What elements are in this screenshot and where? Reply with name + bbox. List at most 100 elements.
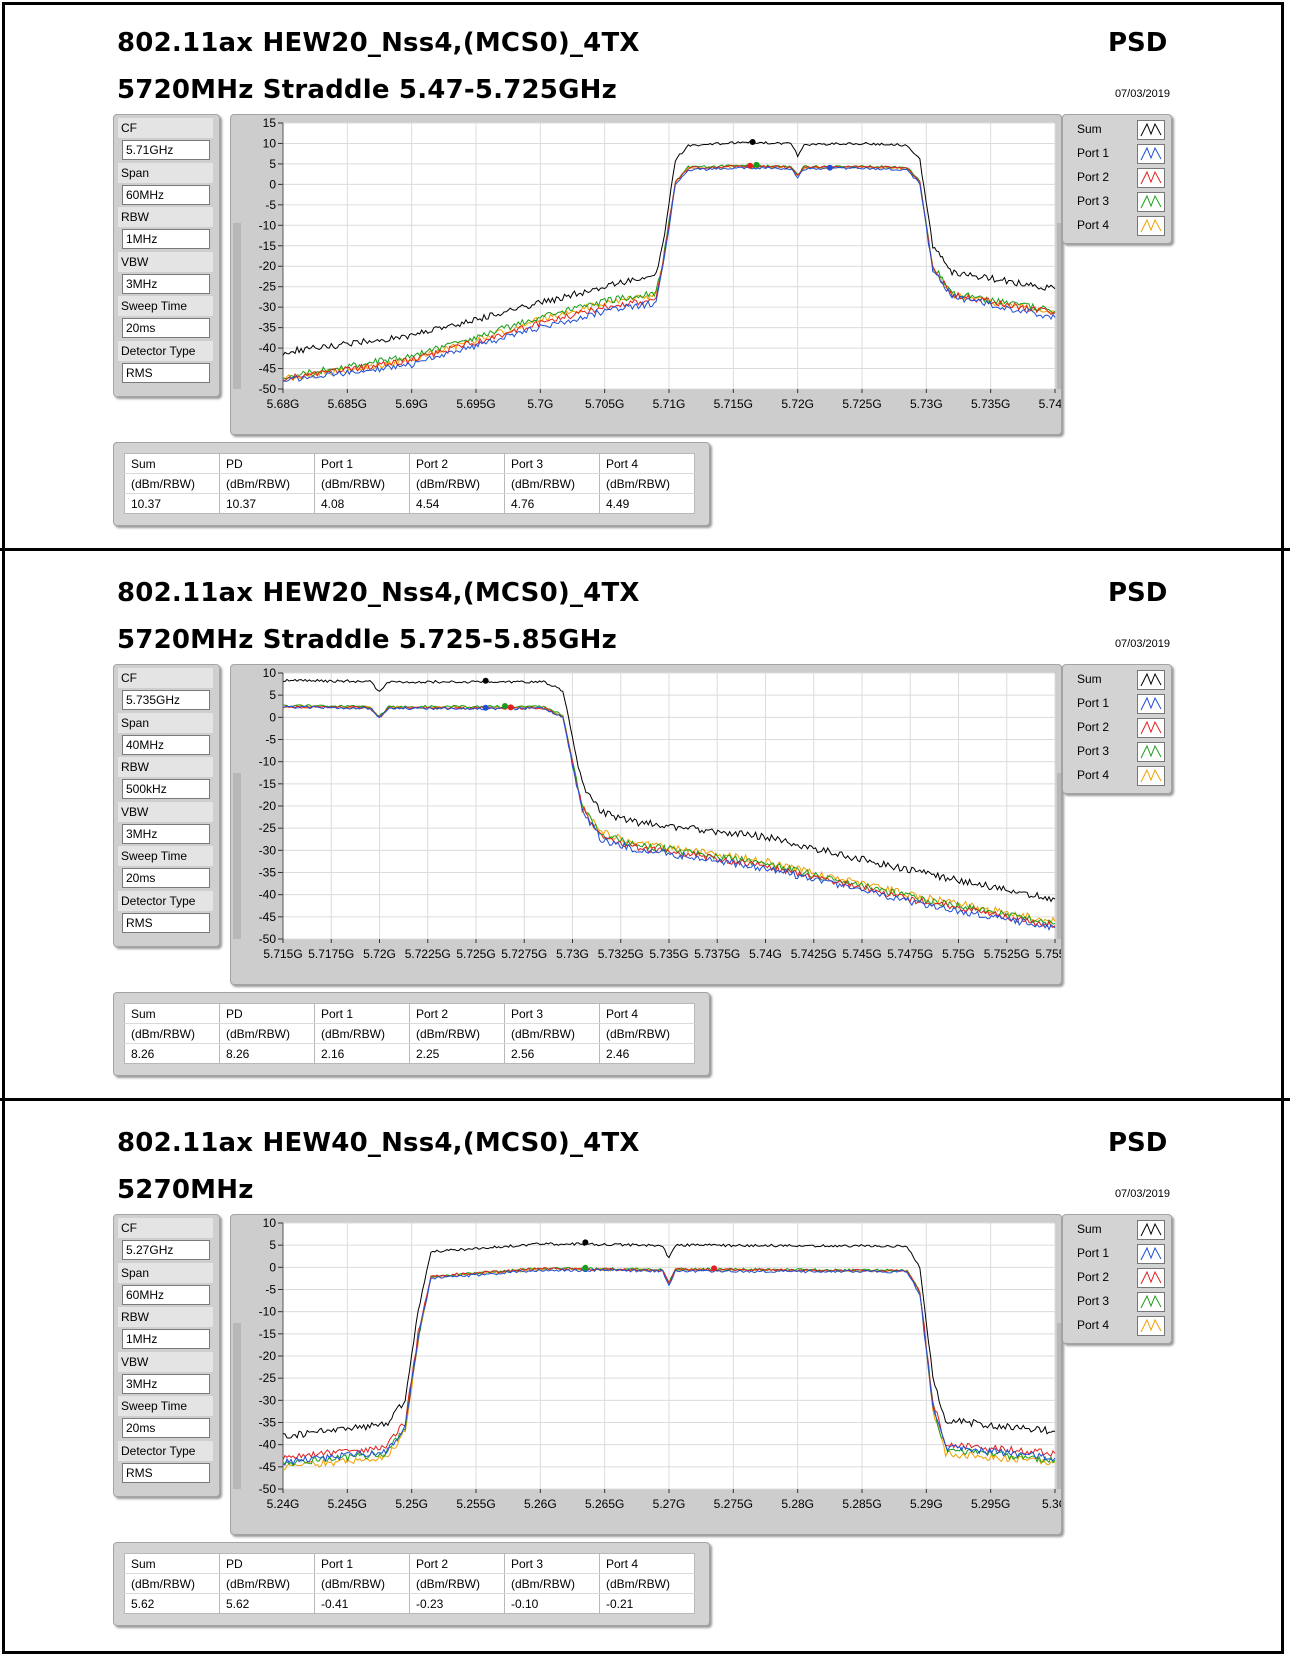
y-tick-label: -25 <box>259 280 277 294</box>
peak-marker <box>711 1265 718 1272</box>
setting-value-field[interactable]: 5.71GHz <box>122 140 210 160</box>
legend-label: Port 3 <box>1077 194 1110 208</box>
legend-label: Port 1 <box>1077 146 1110 160</box>
legend-item[interactable]: Port 2 <box>1071 717 1169 739</box>
channel-title: 5720MHz Straddle 5.47-5.725GHz <box>117 75 617 105</box>
peak-marker <box>826 164 833 171</box>
y-tick-label: -25 <box>259 1371 277 1385</box>
setting-value-field[interactable]: 20ms <box>122 318 210 338</box>
setting-value-field[interactable]: RMS <box>122 912 210 933</box>
table-cell-units: (dBm/RBW) <box>219 1573 315 1594</box>
table-cell-units: (dBm/RBW) <box>599 473 695 494</box>
x-tick-label: 5.695G <box>456 397 495 411</box>
setting-value-field[interactable]: 1MHz <box>122 229 210 249</box>
x-tick-label: 5.7475G <box>887 947 933 961</box>
table-cell-headers: Sum <box>124 1553 220 1574</box>
y-tick-label: -35 <box>259 321 277 335</box>
setting-value-field[interactable]: RMS <box>122 1462 210 1483</box>
legend-swatch-icon <box>1137 742 1165 762</box>
y-tick-label: 5 <box>269 1238 276 1252</box>
plot-scroll-strip <box>1057 1323 1061 1489</box>
table-row: Sum PD Port 1 Port 2 Port 3 Port 4 <box>124 1003 695 1024</box>
table-cell-values: 2.25 <box>409 1043 505 1064</box>
setting-label: Span <box>118 1262 213 1283</box>
y-tick-label: -50 <box>259 932 277 946</box>
peak-marker <box>747 162 754 169</box>
legend-item[interactable]: Sum <box>1071 1219 1169 1241</box>
y-tick-label: -40 <box>259 1438 277 1452</box>
legend-label: Port 1 <box>1077 1246 1110 1260</box>
setting-value-field[interactable]: 5.735GHz <box>122 690 210 710</box>
legend-item[interactable]: Port 1 <box>1071 693 1169 715</box>
legend-item[interactable]: Port 1 <box>1071 143 1169 165</box>
legend-swatch-icon <box>1137 1220 1165 1240</box>
y-tick-label: -10 <box>259 1305 277 1319</box>
y-tick-label: -5 <box>265 198 276 212</box>
table-cell-values: -0.10 <box>504 1593 600 1614</box>
setting-label: Span <box>118 162 213 183</box>
legend-item[interactable]: Port 3 <box>1071 1291 1169 1313</box>
setting-label: Sweep Time <box>118 846 213 866</box>
setting-value-field[interactable]: 40MHz <box>122 734 210 755</box>
legend-item[interactable]: Port 1 <box>1071 1243 1169 1265</box>
legend-item[interactable]: Port 3 <box>1071 741 1169 763</box>
table-row: 8.26 8.26 2.16 2.25 2.56 2.46 <box>124 1043 695 1064</box>
setting-value-field[interactable]: 3MHz <box>122 823 210 844</box>
setting-value-field[interactable]: 3MHz <box>122 1373 210 1394</box>
x-tick-label: 5.72G <box>781 397 814 411</box>
table-row: Sum PD Port 1 Port 2 Port 3 Port 4 <box>124 1553 695 1574</box>
legend-swatch-icon <box>1137 192 1165 212</box>
setting-value-field[interactable]: 60MHz <box>122 184 210 205</box>
table-cell-values: 4.49 <box>599 493 695 514</box>
legend-swatch-icon <box>1137 120 1165 140</box>
analyzer-settings-panel: CF 5.71GHz Span 60MHz RBW 1MHz VBW 3MHz Sweep Ti… <box>113 114 220 397</box>
setting-value-field[interactable]: 500kHz <box>122 779 210 799</box>
test-date: 07/03/2019 <box>1114 1188 1170 1200</box>
legend-item[interactable]: Port 4 <box>1071 215 1169 237</box>
table-cell-headers: Port 3 <box>504 453 600 474</box>
legend-item[interactable]: Port 2 <box>1071 167 1169 189</box>
setting-value-field[interactable]: RMS <box>122 362 210 383</box>
peak-marker <box>582 1264 589 1271</box>
setting-label: VBW <box>118 251 213 272</box>
legend-item[interactable]: Sum <box>1071 669 1169 691</box>
test-title: 802.11ax HEW20_Nss4,(MCS0)_4TX <box>117 28 640 58</box>
psd-section: 802.11ax HEW40_Nss4,(MCS0)_4TX 5270MHz PSD… <box>0 1100 1290 1650</box>
setting-value-field[interactable]: 20ms <box>122 868 210 888</box>
x-tick-label: 5.7275G <box>501 947 547 961</box>
setting-value-field[interactable]: 60MHz <box>122 1284 210 1305</box>
legend-item[interactable]: Port 3 <box>1071 191 1169 213</box>
x-tick-label: 5.725G <box>842 397 881 411</box>
psd-plot-panel: 15 10 5 0 -5 -10 -15 -20 -25 -30 -35 -40 -45 -50 5.68G… <box>230 114 1062 435</box>
legend-item[interactable]: Port 2 <box>1071 1267 1169 1289</box>
y-tick-label: -50 <box>259 1482 277 1496</box>
setting-value-field[interactable]: 3MHz <box>122 273 210 294</box>
setting-value-field[interactable]: 5.27GHz <box>122 1240 210 1260</box>
setting-value-field[interactable]: 20ms <box>122 1418 210 1438</box>
table-row: (dBm/RBW) (dBm/RBW) (dBm/RBW) (dBm/RBW) (dBm… <box>124 1023 695 1044</box>
table-row: (dBm/RBW) (dBm/RBW) (dBm/RBW) (dBm/RBW) (dBm… <box>124 473 695 494</box>
legend-swatch-icon <box>1137 216 1165 236</box>
series-line-sum <box>282 1242 1056 1439</box>
measurement-results-panel: Sum PD Port 1 Port 2 Port 3 Port 4 (dBm/RBW) (d… <box>113 442 710 526</box>
series-line-sum <box>282 140 1056 356</box>
table-row: (dBm/RBW) (dBm/RBW) (dBm/RBW) (dBm/RBW) (dBm… <box>124 1573 695 1594</box>
series-line-sum <box>282 678 1056 903</box>
legend-item[interactable]: Port 4 <box>1071 765 1169 787</box>
legend-item[interactable]: Sum <box>1071 119 1169 141</box>
x-tick-label: 5.285G <box>842 1497 881 1511</box>
setting-label: Sweep Time <box>118 1396 213 1416</box>
table-cell-headers: Sum <box>124 1003 220 1024</box>
x-tick-label: 5.735G <box>649 947 688 961</box>
test-date: 07/03/2019 <box>1114 638 1170 650</box>
analyzer-settings-panel: CF 5.735GHz Span 40MHz RBW 500kHz VBW 3MHz Sweep… <box>113 664 220 947</box>
x-tick-label: 5.3G <box>1042 1497 1061 1511</box>
setting-value-field[interactable]: 1MHz <box>122 1329 210 1349</box>
legend-item[interactable]: Port 4 <box>1071 1315 1169 1337</box>
table-cell-units: (dBm/RBW) <box>599 1573 695 1594</box>
table-cell-headers: Sum <box>124 453 220 474</box>
table-cell-units: (dBm/RBW) <box>314 473 410 494</box>
x-tick-label: 5.715G <box>263 947 302 961</box>
legend-swatch-icon <box>1137 1268 1165 1288</box>
